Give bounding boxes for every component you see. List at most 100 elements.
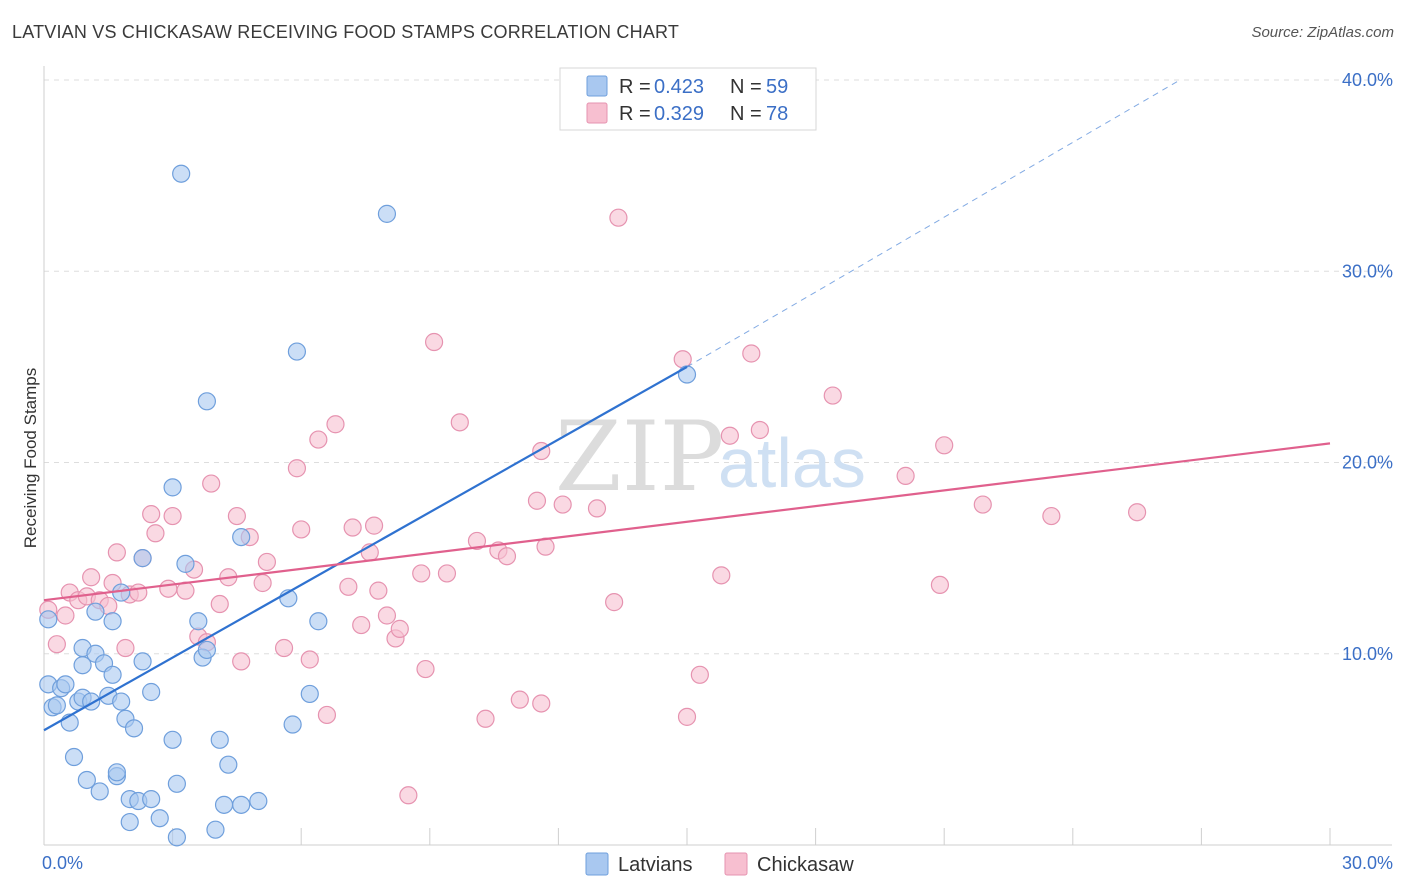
chickasaw-point xyxy=(896,466,915,485)
legend-n-label-2: N = xyxy=(730,103,762,125)
chickasaw-point xyxy=(202,474,221,493)
latvians-point xyxy=(300,684,319,704)
latvians-point xyxy=(112,692,131,711)
legend-bottom-label-latvians: Latvians xyxy=(618,854,693,876)
chickasaw-point xyxy=(553,495,572,514)
chickasaw-point xyxy=(416,659,435,679)
legend-series: Latvians Chickasaw xyxy=(585,852,854,876)
source-label: Source: ZipAtlas.com xyxy=(1251,24,1394,41)
chickasaw-trend-line xyxy=(43,442,1331,602)
chickasaw-point xyxy=(352,615,371,635)
chickasaw-point xyxy=(82,568,101,587)
latvians-point xyxy=(103,612,122,631)
latvians-point xyxy=(167,828,186,847)
legend-r-value-1: 0.423 xyxy=(654,76,704,98)
latvians-point xyxy=(142,682,161,702)
y-tick-label: 40.0% xyxy=(1342,70,1393,90)
chickasaw-point xyxy=(47,635,66,654)
chickasaw-point xyxy=(253,573,272,593)
legend-r-label-2: R = xyxy=(619,103,651,125)
chickasaw-point xyxy=(742,344,761,363)
chickasaw-point xyxy=(930,575,950,595)
latvians-trend-extension xyxy=(686,79,1181,368)
chickasaw-point xyxy=(587,499,607,518)
latvians-point xyxy=(133,652,152,671)
chickasaw-point xyxy=(605,593,624,612)
latvians-point xyxy=(210,730,229,749)
latvians-point xyxy=(206,820,225,839)
chickasaw-point xyxy=(823,386,842,405)
chickasaw-point xyxy=(450,413,469,432)
latvians-point xyxy=(287,342,307,361)
legend-bottom-swatch-latvians xyxy=(585,852,609,876)
tick-labels: 10.0% 20.0% 30.0% 40.0% 0.0% 30.0% xyxy=(42,70,1393,873)
chickasaw-point xyxy=(142,505,161,524)
latvians-point xyxy=(232,795,251,814)
watermark: ZIP atlas xyxy=(555,401,866,513)
latvians-point xyxy=(142,789,161,809)
latvians-point xyxy=(86,602,105,621)
chickasaw-point xyxy=(497,547,517,566)
latvians-trend-line xyxy=(43,365,688,732)
chickasaw-point xyxy=(257,552,277,572)
latvians-point xyxy=(172,164,191,183)
latvians-point xyxy=(64,747,84,767)
chickasaw-point xyxy=(390,619,409,638)
data-points xyxy=(39,164,1147,847)
chickasaw-point xyxy=(159,579,178,598)
chickasaw-point xyxy=(56,606,75,625)
chickasaw-point xyxy=(116,638,135,658)
latvians-point xyxy=(39,610,58,629)
chickasaw-point xyxy=(274,638,294,658)
chickasaw-point xyxy=(720,426,739,445)
chickasaw-point xyxy=(935,436,954,455)
chickasaw-point xyxy=(326,415,345,434)
chickasaw-point xyxy=(107,543,126,562)
latvians-point xyxy=(107,763,126,782)
chickasaw-point xyxy=(369,581,388,600)
latvians-point xyxy=(197,640,216,660)
chickasaw-point xyxy=(163,506,182,526)
chickasaw-point xyxy=(287,459,307,478)
chart-title: LATVIAN VS CHICKASAW RECEIVING FOOD STAM… xyxy=(12,22,680,42)
latvians-point xyxy=(249,791,268,811)
chickasaw-point xyxy=(129,583,148,602)
latvians-point xyxy=(197,392,216,411)
legend-swatch-chickasaw xyxy=(586,102,608,124)
chickasaw-point xyxy=(690,665,709,684)
latvians-point xyxy=(120,812,139,832)
chickasaw-point xyxy=(1042,506,1061,526)
legend-swatch-latvians xyxy=(586,75,608,97)
latvians-point xyxy=(219,755,238,774)
legend-bottom-label-chickasaw: Chickasaw xyxy=(757,854,854,876)
latvians-point xyxy=(47,696,66,715)
chickasaw-point xyxy=(424,332,444,352)
chickasaw-point xyxy=(146,524,165,543)
watermark-atlas: atlas xyxy=(718,424,866,502)
chickasaw-point xyxy=(532,694,551,713)
chickasaw-point xyxy=(232,652,251,671)
latvians-point xyxy=(176,554,195,573)
x-tick-label: 0.0% xyxy=(42,853,83,873)
latvians-point xyxy=(167,774,186,793)
y-tick-label: 10.0% xyxy=(1342,644,1393,664)
latvians-point xyxy=(73,656,92,675)
latvians-point xyxy=(77,770,96,790)
latvians-point xyxy=(150,809,169,828)
legend-r-label-1: R = xyxy=(619,76,651,98)
chickasaw-point xyxy=(210,594,229,614)
chickasaw-point xyxy=(476,709,495,728)
chickasaw-point xyxy=(750,420,769,440)
latvians-point xyxy=(56,675,75,694)
y-axis-label: Receiving Food Stamps xyxy=(21,368,40,548)
chickasaw-point xyxy=(309,430,328,449)
chickasaw-point xyxy=(227,506,246,526)
latvians-point xyxy=(309,612,328,631)
latvians-point xyxy=(283,715,302,734)
latvians-point xyxy=(90,782,109,801)
chickasaw-point xyxy=(412,564,431,583)
chickasaw-point xyxy=(292,520,311,539)
chickasaw-point xyxy=(510,690,529,709)
latvians-point xyxy=(133,549,152,568)
legend-n-label-1: N = xyxy=(730,76,762,98)
